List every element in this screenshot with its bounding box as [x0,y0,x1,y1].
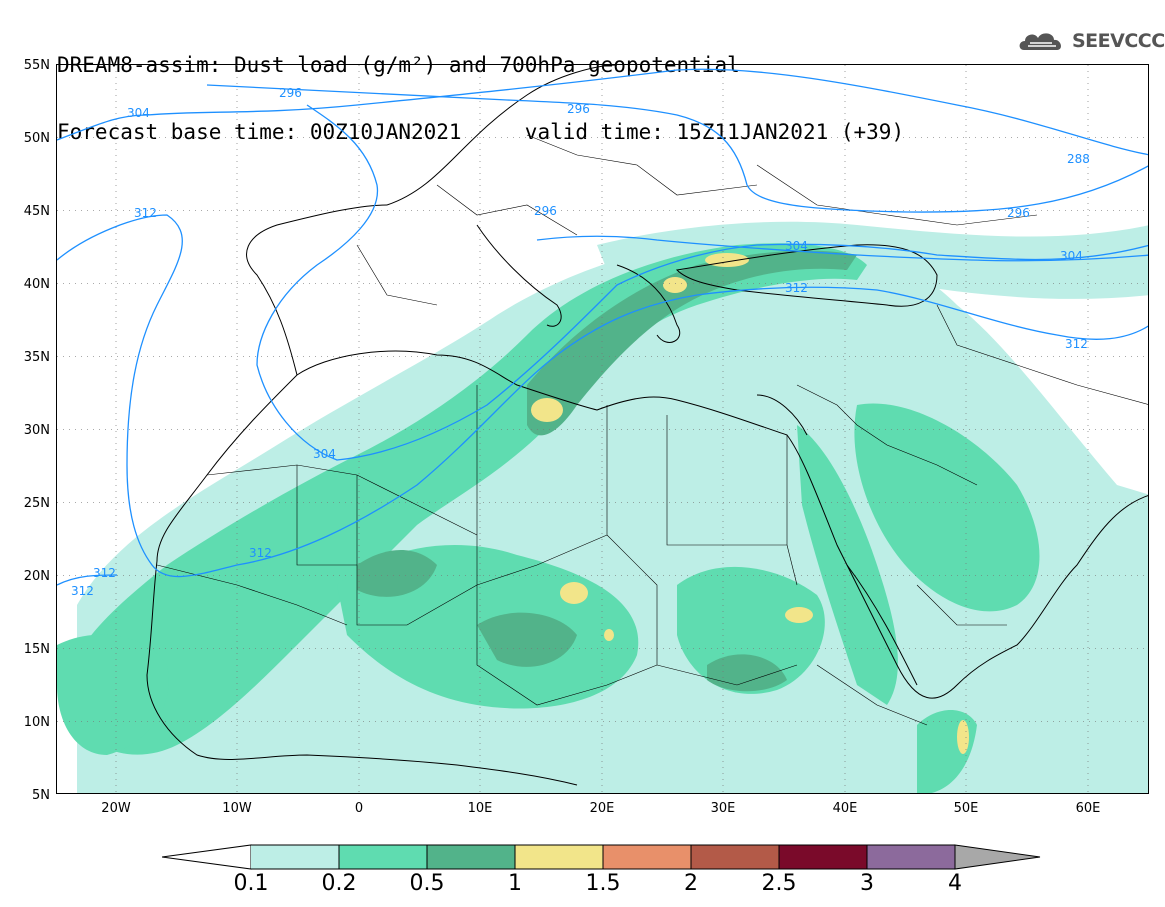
contour-label: 304 [313,447,336,461]
lat-label: 5N [32,788,50,803]
contour-label: 288 [1067,152,1090,166]
colorbar-low-arrow [162,844,252,870]
contour-label: 312 [1065,337,1088,351]
lon-label: 20E [589,801,615,816]
lat-label: 15N [23,642,50,657]
lat-label: 20N [23,569,50,584]
lon-label: 60E [1075,801,1101,816]
lat-label: 25N [23,496,50,511]
colorbar-swatch [867,845,955,869]
colorbar-label: 0.1 [233,871,269,896]
contour-label: 304 [1060,249,1083,263]
colorbar-label: 0.2 [321,871,357,896]
lon-label: 30E [710,801,736,816]
colorbar-swatch [515,845,603,869]
lat-label: 35N [23,350,50,365]
lat-label: 50N [23,131,50,146]
contour-label: 312 [785,281,808,295]
colorbar-label: 4 [948,871,962,896]
contour-label: 312 [249,546,272,560]
colorbar-swatch [691,845,779,869]
lat-label: 55N [23,58,50,73]
colorbar-swatch [779,845,867,869]
lat-label: 40N [23,277,50,292]
contour-label: 296 [279,86,302,100]
map-canvas: 296 304 296 288 312 296 296 304 304 312 … [57,65,1148,793]
colorbar-label: 2.5 [761,871,797,896]
title-line-1: DREAM8-assim: Dust load (g/m²) and 700hP… [57,53,740,77]
contour-label: 312 [93,566,116,580]
colorbar-swatch [339,845,427,869]
colorbar-swatch [251,845,339,869]
cloud-icon [1019,33,1061,50]
contour-label: 304 [785,239,808,253]
contour-label: 312 [71,584,94,598]
contour-label: 296 [1007,206,1030,220]
contour-label: 296 [567,102,590,116]
valid-time-text: valid time: 15Z11JAN2021 (+39) [524,120,905,144]
logo-text: SEEVCCC [1072,30,1165,52]
colorbar [162,844,1041,870]
geopotential-contours [57,68,1148,586]
contour-label: 304 [127,106,150,120]
dust-map: 296 304 296 288 312 296 296 304 304 312 … [56,64,1149,794]
colorbar-high-arrow [955,845,1040,869]
colorbar-label: 0.5 [409,871,445,896]
lat-label: 10N [23,715,50,730]
graticule [57,65,1148,793]
contour-labels: 296 304 296 288 312 296 296 304 304 312 … [71,86,1090,598]
colorbar-swatch [603,845,691,869]
lon-label: 50E [953,801,979,816]
colorbar-label: 2 [684,871,698,896]
lat-label: 45N [23,204,50,219]
contour-label: 312 [134,206,157,220]
colorbar-label: 1.5 [585,871,621,896]
colorbar-label: 3 [860,871,874,896]
lat-label: 30N [23,423,50,438]
map-title-block: DREAM8-assim: Dust load (g/m²) and 700hP… [57,10,904,166]
colorbar-label: 1 [508,871,522,896]
seevccc-logo: SEEVCCC [1016,26,1165,56]
lon-label: 10W [222,801,252,816]
lon-label: 20W [101,801,131,816]
contour-label: 296 [534,204,557,218]
colorbar-swatch [427,845,515,869]
lon-label: 0 [354,801,364,816]
lon-label: 40E [832,801,858,816]
lon-label: 10E [467,801,493,816]
